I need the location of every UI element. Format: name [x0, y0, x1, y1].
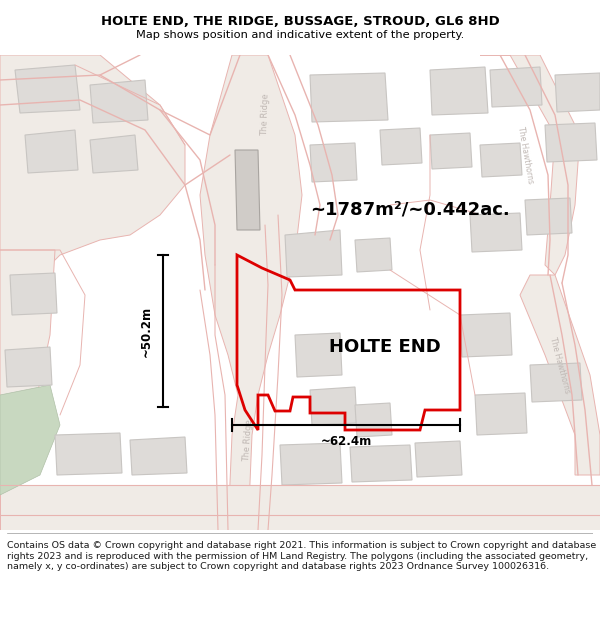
Polygon shape	[90, 80, 148, 123]
Polygon shape	[470, 213, 522, 252]
Polygon shape	[235, 150, 260, 230]
Text: The Ridge: The Ridge	[242, 419, 254, 461]
Polygon shape	[280, 443, 342, 485]
Text: HOLTE END: HOLTE END	[329, 338, 441, 356]
Polygon shape	[545, 123, 597, 162]
Polygon shape	[90, 135, 138, 173]
Polygon shape	[285, 230, 342, 277]
Polygon shape	[430, 133, 472, 169]
Polygon shape	[530, 363, 582, 402]
Text: The Hawthorns: The Hawthorns	[515, 126, 535, 184]
Polygon shape	[0, 485, 600, 530]
Text: The Hawthorns: The Hawthorns	[548, 336, 572, 394]
Polygon shape	[480, 143, 522, 177]
Polygon shape	[355, 403, 392, 437]
Text: Map shows position and indicative extent of the property.: Map shows position and indicative extent…	[136, 29, 464, 39]
Text: The Ridge: The Ridge	[260, 94, 270, 136]
Polygon shape	[460, 313, 512, 357]
Polygon shape	[520, 275, 600, 475]
Polygon shape	[130, 437, 187, 475]
Polygon shape	[430, 67, 488, 115]
Polygon shape	[475, 393, 527, 435]
Polygon shape	[55, 433, 122, 475]
Polygon shape	[0, 250, 55, 435]
Polygon shape	[380, 128, 422, 165]
Polygon shape	[5, 347, 52, 387]
Text: ~62.4m: ~62.4m	[320, 435, 371, 448]
Polygon shape	[490, 67, 542, 107]
Text: Contains OS data © Crown copyright and database right 2021. This information is : Contains OS data © Crown copyright and d…	[7, 541, 596, 571]
Text: ~1787m²/~0.442ac.: ~1787m²/~0.442ac.	[310, 201, 510, 219]
Polygon shape	[0, 55, 185, 315]
Polygon shape	[0, 385, 60, 495]
Polygon shape	[25, 130, 78, 173]
Polygon shape	[15, 65, 80, 113]
Polygon shape	[355, 238, 392, 272]
Polygon shape	[310, 387, 357, 425]
Polygon shape	[480, 55, 580, 275]
Polygon shape	[310, 143, 357, 182]
Text: HOLTE END, THE RIDGE, BUSSAGE, STROUD, GL6 8HD: HOLTE END, THE RIDGE, BUSSAGE, STROUD, G…	[101, 16, 499, 28]
Polygon shape	[200, 55, 302, 530]
Polygon shape	[310, 73, 388, 122]
Text: ~50.2m: ~50.2m	[140, 306, 153, 356]
Polygon shape	[555, 73, 600, 112]
Polygon shape	[350, 445, 412, 482]
Polygon shape	[415, 441, 462, 477]
Polygon shape	[10, 273, 57, 315]
Polygon shape	[295, 333, 342, 377]
Polygon shape	[525, 198, 572, 235]
